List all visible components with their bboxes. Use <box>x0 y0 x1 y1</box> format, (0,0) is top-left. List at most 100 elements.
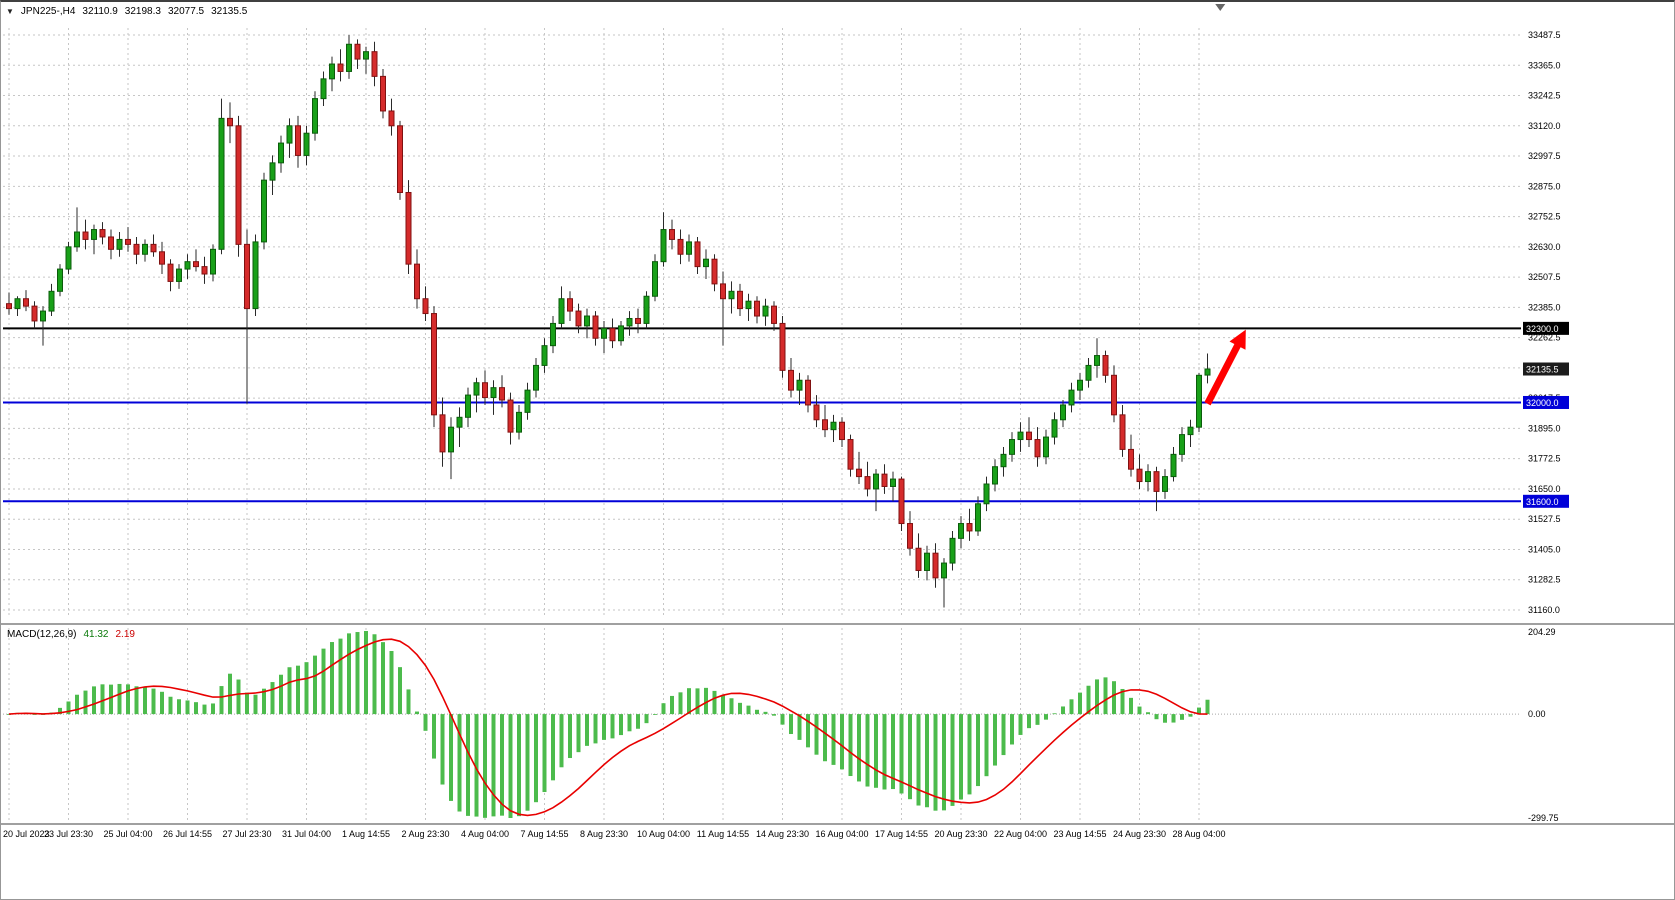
trend-arrow-shaft[interactable] <box>1204 341 1242 406</box>
candle <box>524 389 531 413</box>
price-tick-label: 31282.5 <box>1528 575 1561 585</box>
candle <box>1111 374 1117 416</box>
candle <box>380 75 386 112</box>
macd-histogram-bar <box>466 714 470 816</box>
symbol-dropdown-icon[interactable]: ▼ <box>6 6 14 16</box>
time-tick-label[interactable]: 20 Jul 2023 <box>3 829 50 839</box>
horizontal-level-lines <box>3 327 1521 503</box>
time-tick-label[interactable]: 4 Aug 04:00 <box>461 829 509 839</box>
macd-signal-value: 2.19 <box>115 629 135 640</box>
macd-histogram-bar <box>687 688 691 715</box>
time-tick-label[interactable]: 7 Aug 14:55 <box>520 829 568 839</box>
macd-histogram-bar <box>92 686 96 715</box>
time-tick-label[interactable]: 27 Jul 23:30 <box>222 829 271 839</box>
time-tick-label[interactable]: 24 Aug 23:30 <box>1113 829 1166 839</box>
time-tick-label[interactable]: 23 Jul 23:30 <box>44 829 93 839</box>
candle <box>643 295 650 324</box>
time-tick-label[interactable]: 10 Aug 04:00 <box>637 829 690 839</box>
time-tick-label[interactable]: 1 Aug 14:55 <box>342 829 390 839</box>
macd-histogram-bar <box>627 714 632 732</box>
time-tick-label[interactable]: 31 Jul 04:00 <box>282 829 331 839</box>
macd-histogram-bar <box>117 683 122 715</box>
macd-scale-min: -299.75 <box>1528 813 1559 823</box>
trend-arrow-head[interactable] <box>1229 329 1246 350</box>
macd-histogram-bar <box>211 703 215 715</box>
time-tick-label[interactable]: 16 Aug 04:00 <box>815 829 868 839</box>
time-tick-label[interactable]: 11 Aug 14:55 <box>697 829 749 839</box>
price-tick-label: 32385.0 <box>1528 302 1561 312</box>
macd-histogram-bar <box>950 714 955 806</box>
macd-scale-max: 204.29 <box>1528 627 1556 637</box>
time-tick-label[interactable]: 2 Aug 23:30 <box>401 829 449 839</box>
macd-histogram-bar <box>262 688 266 715</box>
time-tick-label[interactable]: 23 Aug 14:55 <box>1053 829 1106 839</box>
candle <box>312 98 318 134</box>
candle <box>1170 453 1177 478</box>
candle <box>1060 404 1066 421</box>
macd-histogram-bar <box>942 714 946 811</box>
candle <box>516 411 522 433</box>
time-tick-label[interactable]: 25 Jul 04:00 <box>103 829 152 839</box>
chart-shift-marker-icon[interactable] <box>1215 4 1226 11</box>
level-price-badge <box>1523 395 1569 409</box>
candle <box>14 298 21 310</box>
time-tick-label[interactable]: 14 Aug 23:30 <box>756 829 809 839</box>
chart-ohlc-header: ▼ JPN225-,H4 32110.9 32198.3 32077.5 321… <box>6 6 247 17</box>
time-tick-label[interactable]: 26 Jul 14:55 <box>163 829 212 839</box>
time-tick-label[interactable]: 20 Aug 23:30 <box>934 829 987 839</box>
macd-histogram-bar <box>738 702 742 715</box>
ohlc-close-value: 32135.5 <box>211 6 248 17</box>
candle <box>218 117 225 250</box>
candle <box>1017 431 1024 441</box>
macd-histogram-bar <box>83 690 88 715</box>
candle <box>65 246 72 270</box>
macd-histogram-bar <box>143 686 147 715</box>
candle <box>1009 439 1015 455</box>
price-tick-label: 33242.5 <box>1528 91 1561 101</box>
candle <box>601 327 607 339</box>
price-tick-label: 32752.5 <box>1528 212 1561 222</box>
macd-histogram-bar <box>857 714 861 782</box>
macd-histogram-bar <box>602 714 606 740</box>
macd-signal-line <box>8 638 1208 817</box>
current-price-badge-text: 32135.5 <box>1526 365 1559 375</box>
macd-histogram-bar <box>75 694 79 715</box>
time-tick-label[interactable]: 17 Aug 14:55 <box>875 829 928 839</box>
candle <box>99 229 106 238</box>
candle <box>720 283 726 300</box>
candle <box>864 476 871 490</box>
macd-histogram-bar <box>474 714 479 817</box>
price-tick-label: 31650.0 <box>1528 484 1561 494</box>
candle <box>890 478 896 487</box>
candle <box>507 399 514 433</box>
time-tick-label[interactable]: 8 Aug 23:30 <box>580 829 628 839</box>
candle <box>711 258 718 285</box>
macd-histogram-bar <box>109 684 113 715</box>
candle <box>941 562 947 579</box>
macd-histogram-bar <box>746 705 751 715</box>
macd-histogram-bar <box>389 651 394 715</box>
candle <box>728 290 735 300</box>
candle <box>252 241 259 310</box>
candle <box>856 468 862 478</box>
candle <box>932 552 939 579</box>
macd-histogram-bar <box>449 714 453 801</box>
time-tick-label[interactable]: 22 Aug 04:00 <box>994 829 1047 839</box>
candle <box>541 345 548 366</box>
candle <box>422 298 429 315</box>
candle <box>23 298 29 307</box>
macd-histogram-bar <box>585 714 589 746</box>
macd-histogram-bar <box>185 700 190 715</box>
candle <box>405 191 412 265</box>
macd-histogram-bar <box>1001 714 1006 756</box>
time-tick-label[interactable]: 28 Aug 04:00 <box>1172 829 1225 839</box>
candle <box>567 298 573 312</box>
candle <box>1187 426 1194 436</box>
macd-histogram-bar <box>542 714 547 793</box>
macd-histogram-bar <box>372 634 377 715</box>
macd-histogram-bar <box>160 691 164 715</box>
candle <box>533 364 539 391</box>
macd-histogram-bar <box>219 686 224 715</box>
candle <box>414 263 420 300</box>
